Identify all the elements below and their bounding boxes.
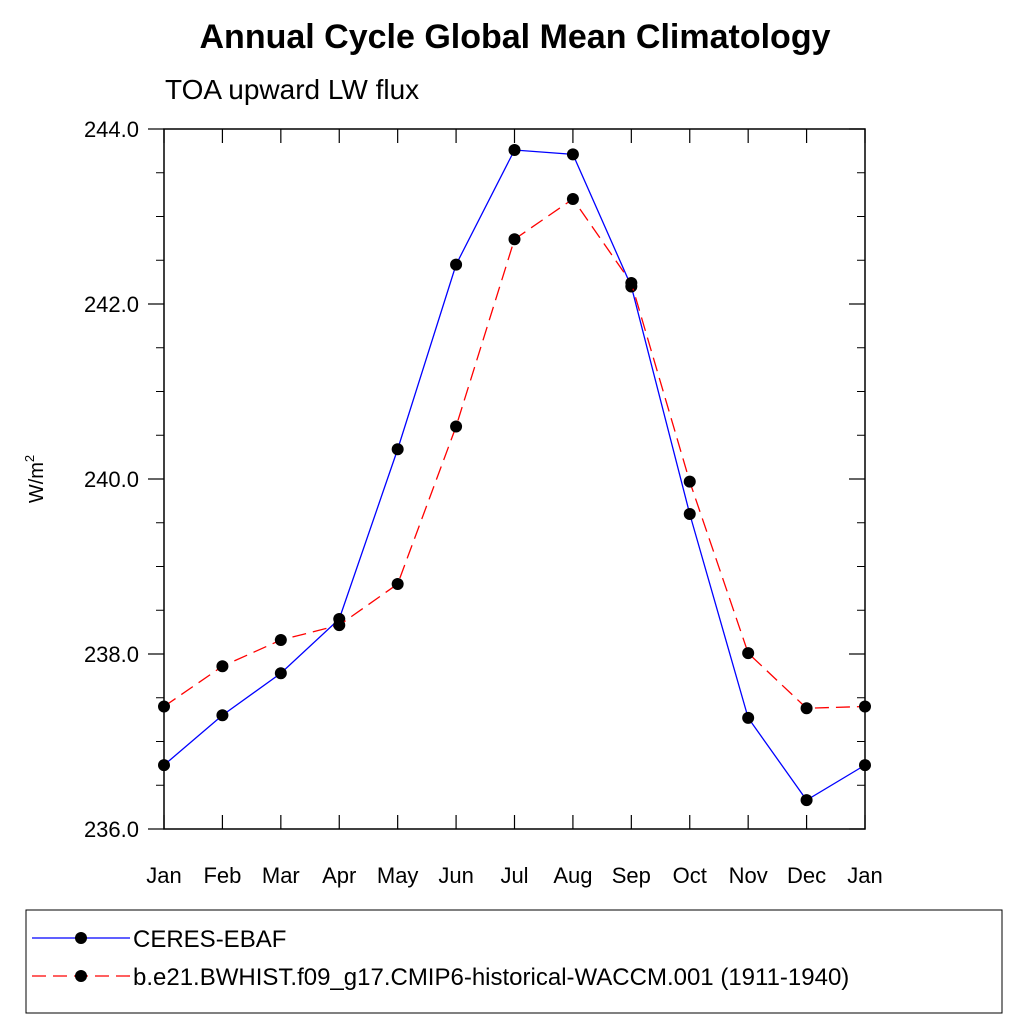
x-tick-label: Sep xyxy=(612,863,651,888)
x-tick-label: Jul xyxy=(500,863,528,888)
series-1-point xyxy=(391,443,404,456)
x-tick-labels: Jan Feb Mar Apr May Jun Jul Aug Sep Oct Nov Dec Jan xyxy=(146,863,882,888)
chart-title: Annual Cycle Global Mean Climatology xyxy=(200,18,831,56)
series-2-point xyxy=(274,634,287,646)
axis-ticks xyxy=(148,128,866,830)
series-2-point xyxy=(859,700,871,713)
x-tick-label: Oct xyxy=(673,863,707,888)
x-tick-label: Dec xyxy=(787,863,826,888)
series-2-point xyxy=(216,660,229,673)
y-tick-label: 240.0 xyxy=(84,467,139,492)
series-1-point xyxy=(158,759,170,772)
series-1-point xyxy=(800,794,813,807)
series-1-point xyxy=(274,667,287,680)
chart-subtitle: TOA upward LW flux xyxy=(165,74,419,105)
series-1-point xyxy=(683,508,696,520)
series-line-2 xyxy=(163,198,866,709)
series-line-1 xyxy=(163,149,866,801)
series-2-point xyxy=(800,702,813,715)
series-2-point xyxy=(683,475,696,488)
series-2-point xyxy=(391,578,404,590)
series-layer xyxy=(158,144,871,807)
y-tick-label: 238.0 xyxy=(84,642,139,667)
x-tick-label: Jan xyxy=(146,863,181,888)
y-axis-label-unit: W/m xyxy=(26,462,48,503)
y-tick-label: 242.0 xyxy=(84,292,139,317)
y-tick-labels: 236.0 238.0 240.0 242.0 244.0 xyxy=(84,117,139,842)
x-tick-label: May xyxy=(377,863,419,888)
legend-label-1: CERES-EBAF xyxy=(133,926,286,953)
series-2-point xyxy=(450,420,463,433)
series-1-point xyxy=(216,709,229,722)
x-tick-label: Jan xyxy=(847,863,882,888)
y-tick-label: 244.0 xyxy=(84,117,139,142)
series-2-point xyxy=(508,233,521,246)
legend: CERES-EBAF b.e21.BWHIST.f09_g17.CMIP6-his… xyxy=(32,926,849,991)
series-1-point xyxy=(566,148,579,161)
x-tick-label: Apr xyxy=(322,863,356,888)
series-1-point xyxy=(450,258,463,271)
legend-marker-1 xyxy=(75,932,87,944)
series-2-point xyxy=(158,700,170,713)
y-axis-label: W/m2 xyxy=(22,455,48,503)
legend-box xyxy=(25,909,1003,1014)
series-2-point xyxy=(742,647,755,660)
x-tick-label: Mar xyxy=(262,863,300,888)
series-1-point xyxy=(508,144,521,156)
series-1-point xyxy=(859,759,871,772)
legend-marker-2 xyxy=(75,970,87,982)
x-tick-label: Nov xyxy=(729,863,768,888)
series-1-point xyxy=(742,711,755,724)
legend-label-2: b.e21.BWHIST.f09_g17.CMIP6-historical-WA… xyxy=(133,964,849,991)
series-2-point xyxy=(566,193,579,205)
y-axis-label-exponent: 2 xyxy=(22,455,37,462)
series-2-point xyxy=(333,619,346,632)
series-2-point xyxy=(625,277,638,289)
x-tick-label: Jun xyxy=(438,863,473,888)
y-tick-label: 236.0 xyxy=(84,817,139,842)
x-tick-label: Feb xyxy=(203,863,241,888)
x-tick-label: Aug xyxy=(553,863,592,888)
